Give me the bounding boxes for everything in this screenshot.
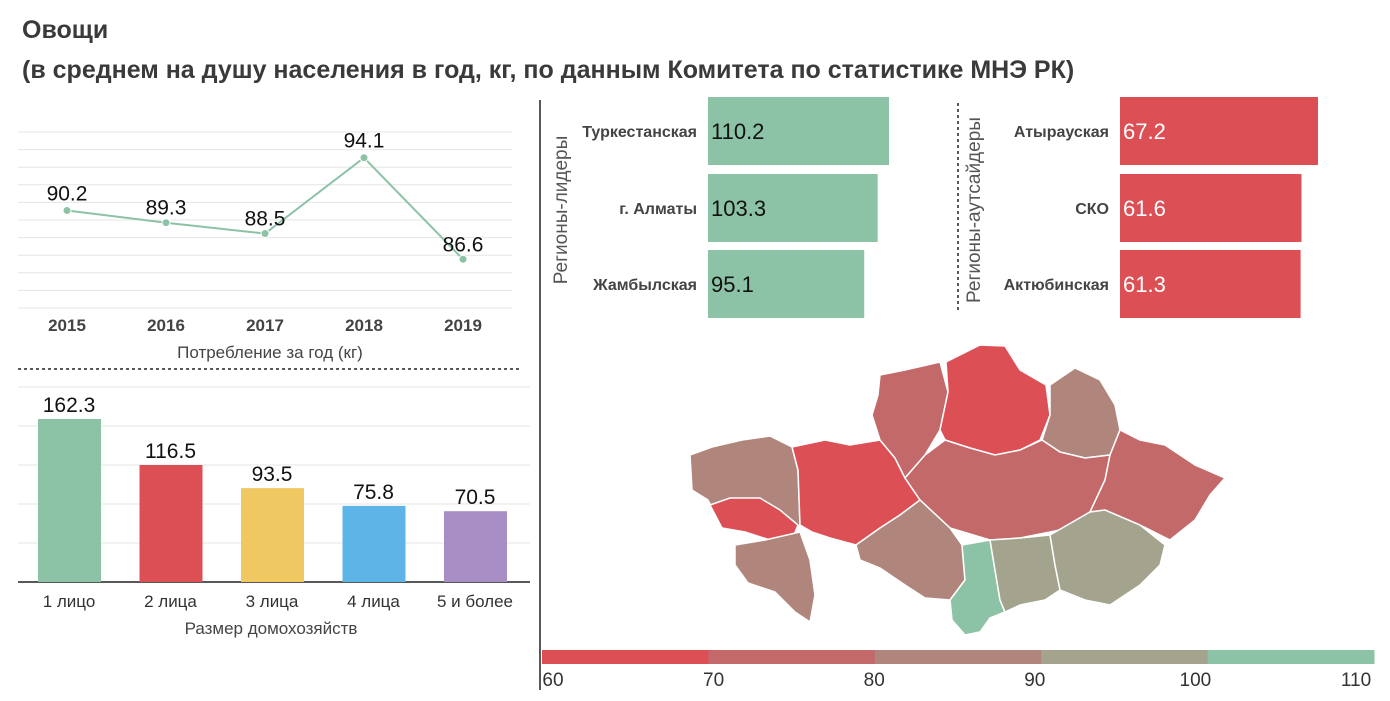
line-data-label: 89.3 xyxy=(146,197,187,220)
region-name-label: г. Алматы xyxy=(619,201,697,218)
household-bar xyxy=(139,464,203,582)
page-subtitle: (в среднем на душу населения в год, кг, … xyxy=(22,56,1075,84)
scale-segment xyxy=(1041,650,1209,664)
page-title: Овощи xyxy=(22,16,109,44)
household-x-tick: 3 лица xyxy=(246,592,299,611)
scale-segment xyxy=(874,650,1042,664)
map-region-mangystau xyxy=(734,531,816,624)
region-name-label: Жамбылская xyxy=(592,277,697,294)
map-region-zhambyl xyxy=(989,534,1061,614)
map-region-pavlodar xyxy=(1041,367,1121,459)
line-point xyxy=(260,229,270,239)
group-label: Регионы-аутсайдеры xyxy=(964,117,985,303)
scale-segment xyxy=(708,650,876,664)
line-data-label: 88.5 xyxy=(245,208,286,231)
household-bar xyxy=(342,505,406,582)
line-x-tick: 2018 xyxy=(345,316,383,335)
scale-tick: 90 xyxy=(1024,670,1045,691)
line-x-tick: 2015 xyxy=(48,316,86,335)
region-data-label: 61.3 xyxy=(1123,272,1166,297)
household-data-label: 75.8 xyxy=(353,481,394,504)
region-bar xyxy=(1120,250,1301,318)
region-data-label: 110.2 xyxy=(711,119,764,144)
line-point xyxy=(458,254,468,264)
household-x-tick: 1 лицо xyxy=(43,592,96,611)
region-data-label: 61.6 xyxy=(1123,196,1166,221)
household-bar xyxy=(38,419,101,582)
household-x-tick: 5 и более xyxy=(437,592,513,611)
household-data-label: 162.3 xyxy=(43,394,96,417)
line-chart: 90.2 89.3 88.5 94.1 86.6 2015 2016 2017 2018 2019… xyxy=(18,130,512,362)
household-data-label: 93.5 xyxy=(252,463,293,486)
region-data-label: 67.2 xyxy=(1123,119,1166,144)
line-x-tick: 2017 xyxy=(246,316,284,335)
line-point xyxy=(62,206,72,216)
line-point xyxy=(359,153,369,163)
region-name-label: СКО xyxy=(1075,201,1109,218)
region-name-label: Атырауская xyxy=(1014,124,1109,141)
line-x-axis-label: Потребление за год (кг) xyxy=(177,343,363,362)
region-bar xyxy=(1120,174,1302,242)
map-region-almaty xyxy=(1049,509,1166,606)
household-bar xyxy=(241,488,304,582)
region-bar xyxy=(708,97,889,165)
region-data-label: 103.3 xyxy=(711,196,766,221)
household-data-label: 116.5 xyxy=(145,440,196,463)
household-x-tick: 2 лица xyxy=(144,592,197,611)
household-x-tick: 4 лица xyxy=(347,592,400,611)
group-label: Регионы-лидеры xyxy=(551,136,572,285)
map-region-karaganda xyxy=(904,439,1111,541)
scale-segment xyxy=(542,650,709,664)
region-name-label: Актюбинская xyxy=(1004,277,1109,294)
region-data-label: 95.1 xyxy=(711,272,754,297)
outsiders-bar-chart: 67.2 Атырауская 61.6 СКО 61.3 Актюбинская Реги… xyxy=(957,97,1318,318)
line-data-label: 94.1 xyxy=(344,130,385,153)
color-scale-legend: 60 70 80 90 100 110 xyxy=(542,650,1375,691)
scale-segment xyxy=(1207,650,1375,664)
region-bar xyxy=(708,250,865,318)
scale-tick: 70 xyxy=(703,670,724,691)
kazakhstan-map xyxy=(689,344,1227,636)
region-bar xyxy=(708,174,878,242)
household-bar-chart: 162.3 1 лицо 116.5 2 лица 93.5 3 лица 75.8 4 ли… xyxy=(18,386,530,638)
scale-tick: 80 xyxy=(864,670,885,691)
line-data-label: 86.6 xyxy=(443,233,484,256)
region-name-label: Туркестанская xyxy=(582,124,697,141)
line-x-tick: 2019 xyxy=(444,316,482,335)
line-x-tick: 2016 xyxy=(147,316,185,335)
household-bar xyxy=(444,511,507,582)
scale-tick: 60 xyxy=(542,670,563,691)
line-data-label: 90.2 xyxy=(47,183,88,206)
household-x-axis-label: Размер домохозяйств xyxy=(185,619,358,638)
line-point xyxy=(161,218,171,228)
household-data-label: 70.5 xyxy=(455,486,496,509)
region-bar xyxy=(1120,97,1318,165)
scale-tick: 100 xyxy=(1180,670,1212,691)
leaders-bar-chart: 110.2 Туркестанская 103.3 г. Алматы 95.1 Жамб… xyxy=(551,97,889,318)
map-region-north xyxy=(939,344,1051,456)
scale-tick: 110 xyxy=(1341,670,1371,691)
